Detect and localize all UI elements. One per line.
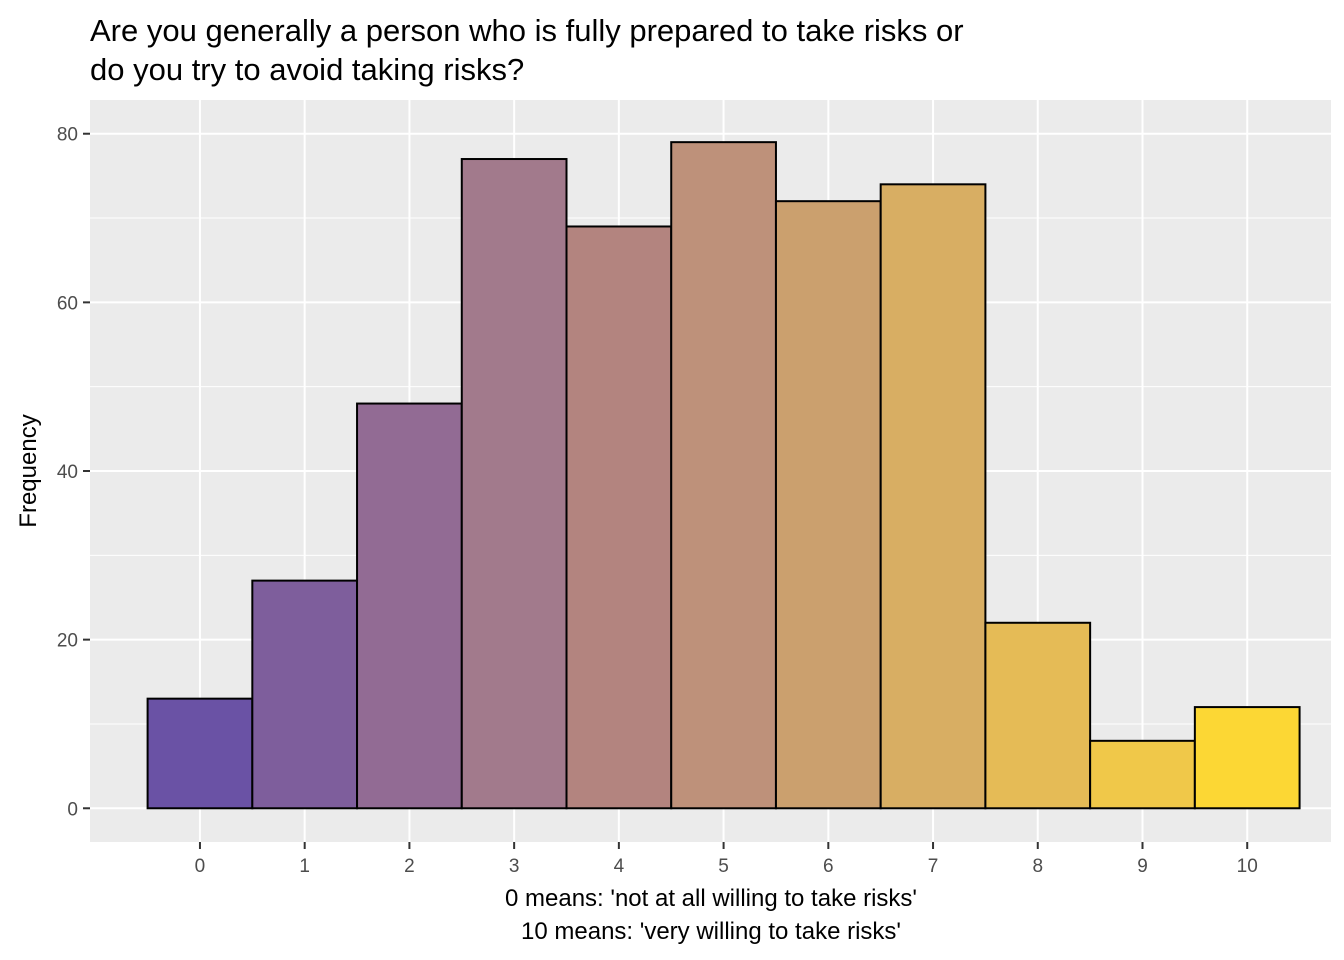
x-tick-label: 1 [299, 856, 310, 877]
bars [146, 141, 1301, 810]
x-tick-label: 2 [404, 856, 415, 877]
y-axis: 0 20 40 60 80 [57, 125, 90, 820]
bar-3 [460, 158, 568, 810]
bar-0 [146, 697, 254, 810]
x-tick-label: 10 [1237, 856, 1258, 877]
bar-5 [670, 141, 777, 810]
x-tick-label: 7 [928, 856, 939, 877]
bar-8 [984, 621, 1092, 810]
chart-title-line-1: Are you generally a person who is fully … [90, 13, 964, 48]
x-axis-title-line-2: 10 means: 'very willing to take risks' [521, 918, 901, 945]
x-axis-title-line-1: 0 means: 'not at all willing to take ris… [505, 885, 917, 912]
x-tick-label: 0 [195, 856, 206, 877]
bar-2 [356, 402, 463, 810]
x-axis: 0 1 2 3 4 5 6 7 8 9 10 [195, 842, 1258, 877]
bar-10 [1193, 706, 1301, 810]
y-axis-title: Frequency [15, 414, 42, 527]
chart-title-line-2: do you try to avoid taking risks? [90, 52, 524, 87]
x-tick-label: 5 [718, 856, 729, 877]
bar-9 [1089, 739, 1196, 810]
y-tick-label: 40 [57, 462, 78, 483]
x-tick-label: 3 [509, 856, 520, 877]
y-tick-label: 20 [57, 631, 78, 652]
bar-1 [251, 579, 359, 810]
x-tick-label: 8 [1032, 856, 1043, 877]
x-tick-label: 4 [614, 856, 625, 877]
y-tick-label: 60 [57, 293, 78, 314]
x-tick-label: 9 [1137, 856, 1148, 877]
bar-4 [565, 225, 673, 810]
x-tick-label: 6 [823, 856, 834, 877]
bar-7 [879, 183, 987, 810]
y-tick-label: 80 [57, 125, 78, 146]
y-tick-label: 0 [67, 799, 78, 820]
bar-6 [774, 200, 882, 810]
